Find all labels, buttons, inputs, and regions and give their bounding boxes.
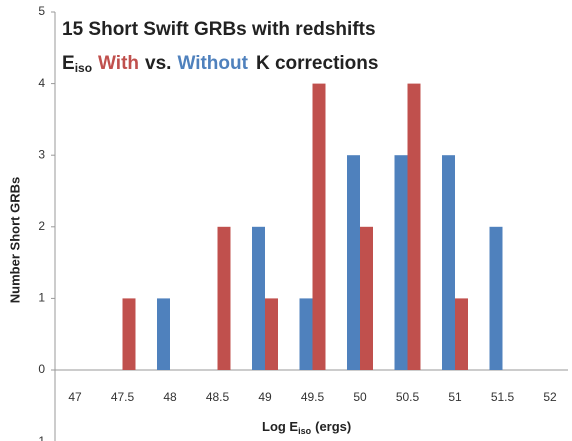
x-axis-label: Log Eiso (ergs) [262, 419, 351, 436]
y-tick-label: 2 [38, 219, 45, 233]
bar [122, 298, 136, 370]
x-tick-label: 50 [353, 390, 367, 404]
bar [407, 83, 421, 370]
bar [265, 298, 278, 370]
y-tick-label: 5 [38, 4, 45, 18]
bar [360, 226, 373, 370]
subtitle-part: vs. [145, 53, 171, 74]
x-tick-label: 48.5 [206, 390, 230, 404]
subtitle-part: K corrections [256, 53, 378, 74]
y-tick-label: 4 [38, 76, 45, 90]
x-tick-label: 51 [448, 390, 462, 404]
chart-title: 15 Short Swift GRBs with redshifts [62, 19, 376, 40]
bar [252, 226, 265, 370]
subtitle-part: Without [177, 53, 248, 74]
bar [442, 155, 455, 370]
x-label-part: iso [298, 426, 312, 436]
x-tick-label: 47 [68, 390, 82, 404]
y-tick-label: 1 [38, 291, 45, 305]
bar [157, 298, 170, 370]
bar [347, 155, 360, 370]
subtitle-part: E [62, 53, 75, 74]
bar [217, 226, 231, 370]
bar [312, 83, 326, 370]
bar [489, 226, 503, 370]
bar [394, 155, 408, 370]
x-tick-label: 49 [258, 390, 272, 404]
y-tick-label: 0 [38, 362, 45, 376]
x-tick-label: 49.5 [301, 390, 325, 404]
subtitle-part: With [98, 53, 139, 74]
bar [299, 298, 313, 370]
y-tick-label: -1 [34, 434, 45, 441]
y-tick-label: 3 [38, 147, 45, 161]
x-tick-label: 52 [543, 390, 557, 404]
x-label-part: Log E [262, 419, 298, 434]
x-tick-label: 51.5 [491, 390, 515, 404]
x-tick-label: 50.5 [396, 390, 420, 404]
y-axis-label: Number Short GRBs [7, 177, 22, 303]
chart-subtitle: Eiso With vs. Without K corrections [62, 53, 378, 75]
bar [455, 298, 468, 370]
x-tick-label: 48 [163, 390, 177, 404]
x-label-part: (ergs) [315, 419, 351, 434]
subtitle-part: iso [75, 61, 92, 75]
x-tick-label: 47.5 [111, 390, 135, 404]
